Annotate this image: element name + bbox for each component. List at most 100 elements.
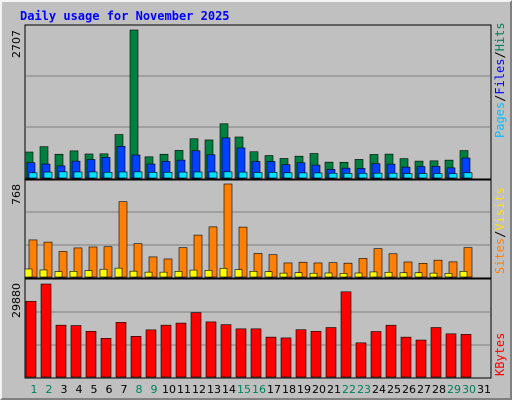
kbytes-bar	[70, 325, 82, 378]
sites-bar	[354, 272, 363, 278]
kbytes-bar	[460, 334, 472, 378]
sites-bar	[309, 272, 318, 278]
sites-bar	[279, 272, 288, 278]
pages-bar	[448, 173, 458, 179]
day-label: 19	[297, 383, 311, 396]
kbytes-y-tick-label: 29880	[10, 283, 23, 318]
kbytes-bar	[355, 342, 367, 378]
kbytes-bar	[190, 312, 202, 378]
sites-bar	[174, 271, 183, 278]
visits-bar	[193, 234, 203, 278]
sites-bar	[294, 272, 303, 278]
visits-panel: 768 Sites/Visits	[10, 179, 507, 279]
pages-bar	[358, 173, 368, 179]
kbytes-bar	[100, 338, 112, 378]
visits-bar	[238, 226, 248, 278]
day-label: 16	[252, 383, 266, 396]
kbytes-bar	[310, 330, 322, 378]
sites-bar	[324, 272, 333, 278]
kbytes-bar	[25, 300, 37, 378]
sites-bar	[84, 270, 93, 278]
kbytes-bar	[160, 324, 172, 378]
legend-entry: Hits	[493, 22, 507, 51]
pages-bar	[178, 171, 188, 179]
visits-bar	[433, 259, 443, 278]
visits-bar	[388, 253, 398, 278]
pages-bar	[313, 172, 323, 179]
pages-bar	[43, 171, 53, 179]
requests-legend: Pages/Files/Hits	[493, 22, 507, 138]
day-label: 25	[387, 383, 401, 396]
sites-bar	[414, 272, 423, 278]
chart-title: Daily usage for November 2025	[20, 9, 230, 23]
sites-bar	[189, 269, 198, 278]
day-label: 24	[372, 383, 386, 396]
kbytes-bar	[325, 327, 337, 378]
pages-bar	[73, 171, 83, 179]
kbytes-panel: 29880 KBytes	[10, 278, 507, 379]
visits-bar	[73, 247, 83, 278]
visits-bar	[328, 262, 338, 278]
kbytes-bar	[295, 329, 307, 378]
pages-bar	[403, 173, 413, 179]
sites-bar	[249, 271, 258, 278]
visits-bar	[178, 247, 188, 278]
visits-bar	[403, 261, 413, 278]
kbytes-legend: KBytes	[493, 333, 507, 376]
sites-bar	[39, 269, 48, 278]
day-label: 15	[237, 383, 251, 396]
sites-bar	[204, 270, 213, 278]
sites-bar	[129, 270, 138, 278]
pages-bar	[388, 172, 398, 179]
day-label: 3	[61, 383, 68, 396]
sites-bar	[264, 271, 273, 278]
day-label: 11	[177, 383, 191, 396]
day-label: 17	[267, 383, 281, 396]
pages-bar	[328, 172, 338, 179]
day-label: 20	[312, 383, 326, 396]
kbytes-bar	[265, 336, 277, 378]
visits-bar	[448, 261, 458, 278]
legend-text: Pages/Files/Hits	[493, 22, 507, 138]
day-label: 30	[462, 383, 476, 396]
kbytes-bar	[340, 291, 352, 378]
pages-bar	[103, 172, 113, 179]
x-axis-day-labels: 1 2 3 4 5 6 7 8 9 10 11 12 13 14 15 16 17 18 19 20 21 22 23 24 2…	[31, 383, 492, 396]
visits-bar	[163, 258, 173, 278]
legend-entry: Sites	[493, 238, 507, 274]
day-label: 8	[136, 383, 143, 396]
visits-bar	[43, 241, 53, 278]
legend-entry: /	[493, 51, 507, 58]
visits-bars	[24, 183, 473, 278]
kbytes-bar	[175, 322, 187, 378]
pages-bar	[148, 172, 158, 179]
legend-entry: Files	[493, 59, 507, 95]
pages-bar	[193, 171, 203, 179]
kbytes-bar	[130, 336, 142, 378]
kbytes-bar	[445, 333, 457, 378]
sites-bar	[99, 268, 108, 278]
kbytes-bar	[370, 331, 382, 378]
sites-bar	[144, 271, 153, 278]
sites-bar	[429, 272, 438, 278]
kbytes-bar	[220, 324, 232, 378]
visits-bar	[118, 201, 128, 278]
pages-bar	[283, 172, 293, 179]
kbytes-bar	[115, 322, 127, 378]
sites-bar	[114, 267, 123, 278]
visits-bar	[343, 262, 353, 278]
pages-bar	[88, 171, 98, 179]
visits-bar	[88, 246, 98, 278]
requests-panel: 2707 Pages/Files/Hits	[10, 22, 507, 180]
visits-bar	[268, 254, 278, 278]
pages-bar	[433, 173, 443, 179]
day-label: 28	[432, 383, 446, 396]
visits-bar	[148, 256, 158, 278]
legend-entry: Visits	[493, 187, 507, 230]
sites-bar	[54, 271, 63, 278]
requests-bars	[24, 29, 473, 179]
day-label: 5	[91, 383, 98, 396]
day-label: 29	[447, 383, 461, 396]
legend-entry: KBytes	[493, 333, 507, 376]
pages-bar	[208, 171, 218, 179]
